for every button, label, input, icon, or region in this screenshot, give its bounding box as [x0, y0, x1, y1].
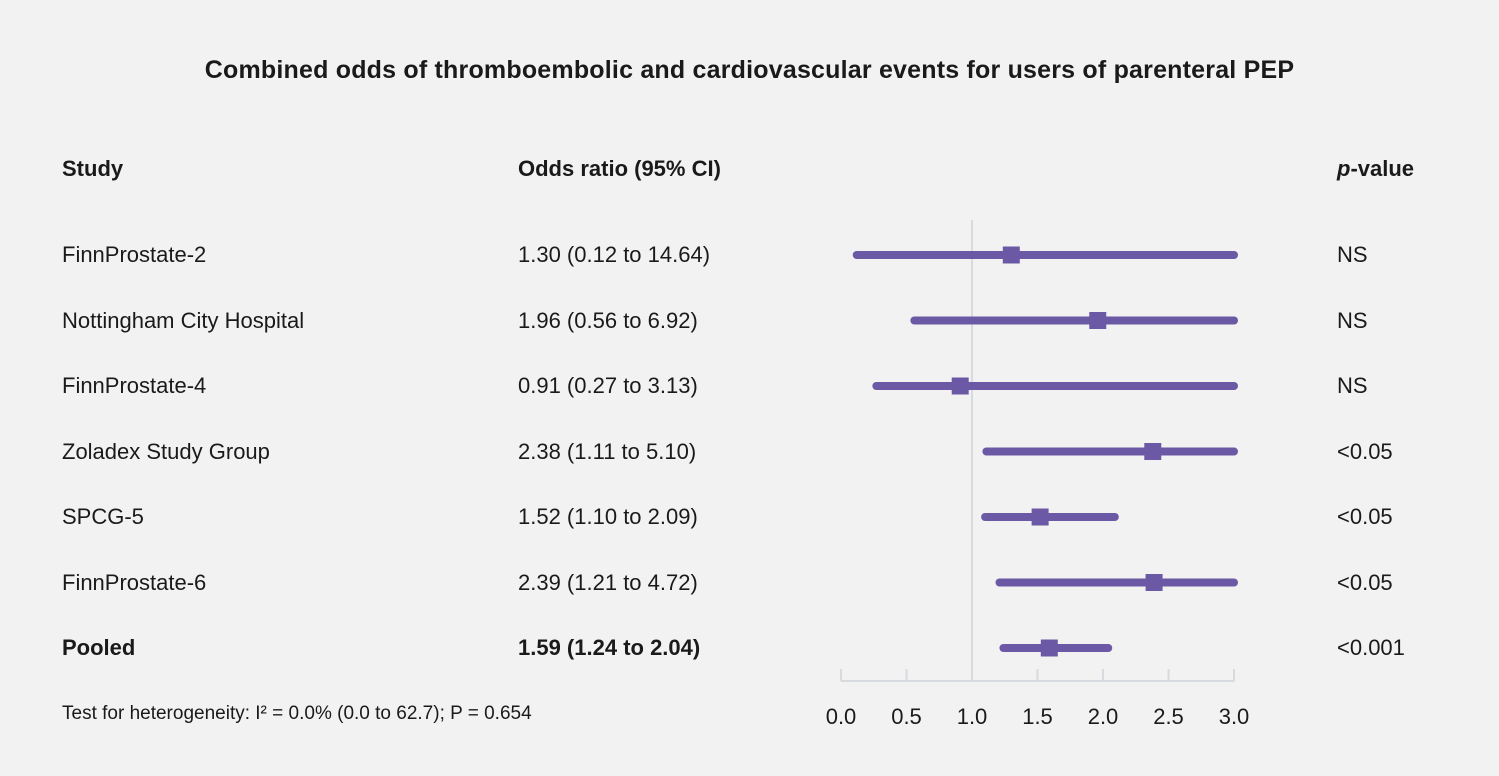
point-estimate-marker — [1145, 574, 1163, 591]
column-header-study: Study — [62, 156, 124, 181]
odds-ratio-ci-value: 0.91 (0.27 to 3.13) — [518, 373, 698, 398]
column-header-p-value: p-value — [1337, 156, 1414, 182]
x-axis-tick-label: 1.5 — [1022, 704, 1053, 729]
odds-ratio-ci-value: 1.30 (0.12 to 14.64) — [518, 242, 711, 267]
p-value: NS — [1337, 307, 1368, 333]
heterogeneity-footnote: Test for heterogeneity: I² = 0.0% (0.0 t… — [62, 703, 532, 724]
odds-ratio-ci-value: 1.52 (1.10 to 2.09) — [518, 504, 698, 529]
study-name: Zoladex Study Group — [62, 438, 270, 464]
point-estimate-marker — [1002, 246, 1020, 264]
p-value: NS — [1337, 242, 1368, 267]
study-name: FinnProstate-2 — [62, 242, 207, 267]
study-name: Pooled — [62, 635, 136, 660]
x-axis-tick-label: 3.0 — [1219, 704, 1250, 729]
point-estimate-marker — [951, 377, 969, 395]
study-name: FinnProstate-4 — [62, 373, 207, 398]
p-value: <0.05 — [1337, 504, 1393, 529]
column-header-odds-ratio: Odds ratio (95% CI) — [518, 156, 721, 181]
point-estimate-marker — [1040, 639, 1058, 657]
x-axis-tick-label: 0.5 — [891, 704, 922, 729]
study-name: Nottingham City Hospital — [62, 307, 305, 333]
point-estimate-marker — [1144, 443, 1162, 460]
study-name: SPCG-5 — [62, 504, 144, 529]
point-estimate-marker — [1031, 508, 1049, 526]
odds-ratio-ci-value: 2.39 (1.21 to 4.72) — [518, 569, 698, 595]
x-axis-tick-label: 0.0 — [826, 704, 857, 729]
figure-title: Combined odds of thromboembolic and card… — [204, 56, 1295, 84]
p-value: <0.05 — [1337, 569, 1393, 595]
odds-ratio-ci-value: 2.38 (1.11 to 5.10) — [518, 438, 697, 464]
x-axis-tick-label: 2.5 — [1153, 704, 1184, 729]
x-axis-tick-label: 2.0 — [1088, 704, 1119, 729]
p-value-header-rest: -value — [1350, 156, 1415, 181]
odds-ratio-ci-value: 1.59 (1.24 to 2.04) — [518, 635, 701, 660]
x-axis-tick-label: 1.0 — [957, 704, 988, 729]
p-value: <0.05 — [1337, 438, 1393, 464]
odds-ratio-ci-value: 1.96 (0.56 to 6.92) — [518, 307, 698, 333]
p-value-header-italic-p: p — [1337, 156, 1351, 181]
point-estimate-marker — [1089, 312, 1107, 329]
p-value: <0.001 — [1337, 635, 1405, 660]
p-value: NS — [1337, 373, 1368, 398]
study-name: FinnProstate-6 — [62, 569, 207, 595]
